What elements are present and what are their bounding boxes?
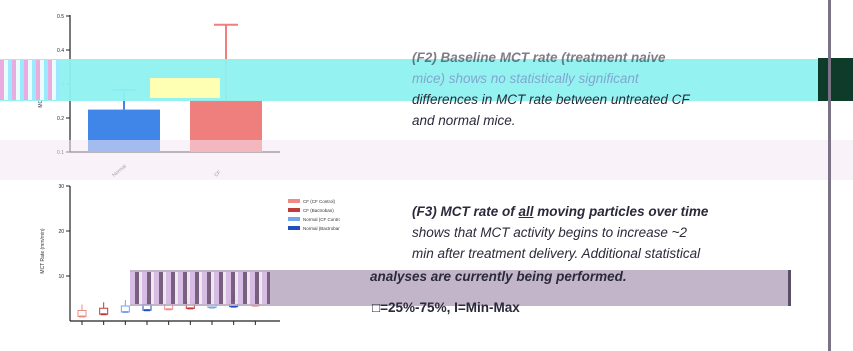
y-tick-label: 20 bbox=[58, 229, 64, 235]
y-tick-label: 0.4 bbox=[57, 48, 64, 54]
f3-caption-all: all bbox=[518, 204, 534, 219]
f2-caption-line2: mice) shows no statistically significant bbox=[412, 71, 639, 86]
mid-divider bbox=[788, 270, 791, 306]
f3-caption-line2: shows that MCT activity begins to increa… bbox=[412, 225, 687, 240]
legend-label: CF (CF Control) bbox=[303, 199, 336, 204]
f3-caption-label: (F3) MCT rate of bbox=[412, 204, 515, 219]
glitch-band-darkgreen bbox=[818, 58, 853, 101]
legend-label: CF (Bactroban) bbox=[303, 208, 334, 213]
legend-swatch bbox=[288, 199, 300, 203]
f2-caption-line1: (F2) Baseline MCT rate (treatment naive bbox=[412, 50, 666, 65]
y-tick-label: 30 bbox=[58, 184, 64, 190]
f2-caption-line4: and normal mice. bbox=[412, 113, 516, 128]
glitch-band-yellow bbox=[150, 78, 220, 98]
glitch-pixels-box bbox=[130, 272, 270, 304]
f3-caption-line3: min after treatment delivery. Additional… bbox=[412, 246, 701, 261]
f3-caption-line1-rest: moving particles over time bbox=[537, 204, 709, 219]
legend-label: Normal (Bactroban) bbox=[303, 226, 340, 231]
y-tick-label: 0.5 bbox=[57, 14, 64, 20]
right-divider bbox=[828, 0, 831, 351]
glitch-band-cyan bbox=[0, 59, 820, 101]
legend-swatch bbox=[288, 208, 300, 212]
f2-caption: (F2) Baseline MCT rate (treatment naive … bbox=[412, 47, 822, 131]
glitch-pixels-left bbox=[0, 60, 60, 100]
f2-caption-line3: differences in MCT rate between untreate… bbox=[412, 92, 690, 107]
glitch-band-pink bbox=[0, 140, 853, 180]
legend-label: Normal (CF Control) bbox=[303, 217, 340, 222]
legend-swatch bbox=[288, 226, 300, 230]
box-legend-note: □=25%-75%, I=Min-Max bbox=[372, 300, 520, 315]
legend-swatch bbox=[288, 217, 300, 221]
y-tick-label: 10 bbox=[58, 274, 64, 280]
f3-caption-line1: (F3) MCT rate of all moving particles ov… bbox=[412, 201, 822, 222]
y-axis-label: MCT Rate (mm/min) bbox=[40, 228, 46, 274]
y-tick-label: 0.2 bbox=[57, 116, 64, 122]
f3-caption: (F3) MCT rate of all moving particles ov… bbox=[412, 201, 822, 264]
f3-caption-line4: analyses are currently being performed. bbox=[370, 269, 627, 284]
mct-time-box-chart: 10 20 30 MCT Rate (mm/min) CF (CF Control) CF… bbox=[40, 184, 340, 325]
